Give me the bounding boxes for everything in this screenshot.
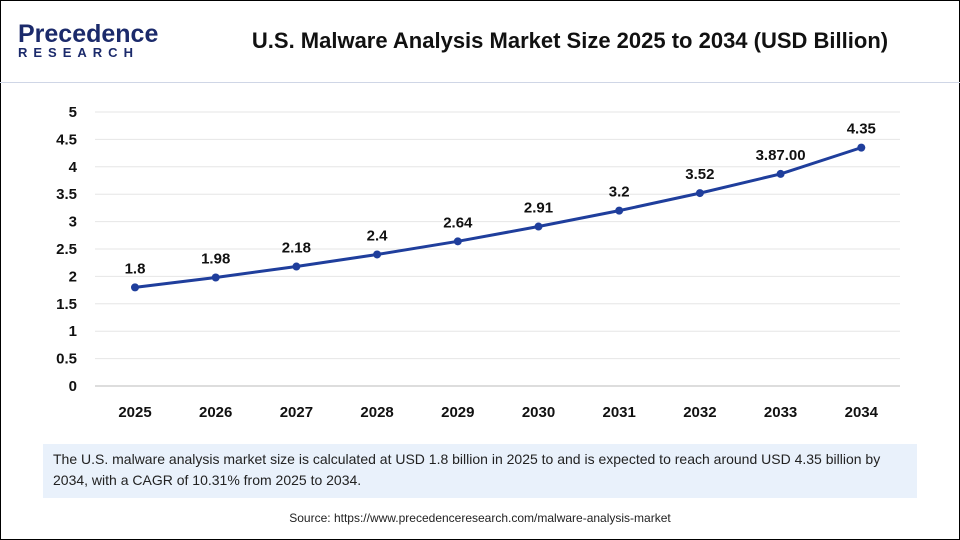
x-tick-label: 2029 <box>441 404 474 421</box>
data-point <box>857 143 866 152</box>
data-label: 3.87.00 <box>756 147 806 164</box>
data-point <box>292 262 301 271</box>
y-tick-label: 3.5 <box>56 186 77 203</box>
x-tick-label: 2031 <box>603 404 636 421</box>
x-tick-label: 2034 <box>845 404 879 421</box>
header: Precedence RESEARCH U.S. Malware Analysi… <box>0 0 960 83</box>
y-tick-label: 2.5 <box>56 241 77 258</box>
y-tick-label: 4 <box>69 159 78 176</box>
logo-line1: Precedence <box>18 20 159 48</box>
x-tick-label: 2030 <box>522 404 555 421</box>
data-label: 4.35 <box>847 121 876 138</box>
data-point <box>373 250 382 259</box>
data-label: 1.8 <box>125 260 146 277</box>
x-tick-label: 2032 <box>683 404 716 421</box>
y-tick-label: 0 <box>69 378 77 395</box>
data-point <box>695 189 704 198</box>
x-tick-label: 2026 <box>199 404 232 421</box>
x-tick-label: 2028 <box>360 404 393 421</box>
y-tick-label: 5 <box>69 104 77 121</box>
data-point <box>776 169 785 178</box>
x-tick-label: 2025 <box>118 404 151 421</box>
source: Source: https://www.precedenceresearch.c… <box>289 511 671 525</box>
y-tick-label: 2 <box>69 268 77 285</box>
x-tick-label: 2033 <box>764 404 797 421</box>
y-tick-label: 4.5 <box>56 131 77 148</box>
data-label: 2.91 <box>524 200 553 217</box>
data-label: 2.18 <box>282 240 311 257</box>
y-tick-label: 3 <box>69 214 77 231</box>
data-point <box>131 283 139 292</box>
data-label: 2.4 <box>367 227 389 244</box>
logo: Precedence RESEARCH <box>18 20 158 60</box>
y-tick-label: 1.5 <box>56 296 77 313</box>
chart-title: U.S. Malware Analysis Market Size 2025 t… <box>251 28 889 53</box>
series-line <box>134 146 862 289</box>
data-point <box>534 222 543 231</box>
y-tick-label: 0.5 <box>56 351 77 368</box>
data-point <box>615 206 624 215</box>
data-label: 1.98 <box>201 250 230 267</box>
x-tick-label: 2027 <box>280 404 313 421</box>
data-label: 3.52 <box>685 166 714 183</box>
data-label: 3.2 <box>609 184 630 201</box>
data-point <box>453 237 462 246</box>
data-label: 2.64 <box>443 214 473 231</box>
y-tick-label: 1 <box>69 323 77 340</box>
data-point <box>211 273 220 282</box>
logo-line2: RESEARCH <box>18 45 139 60</box>
description: The U.S. malware analysis market size is… <box>43 444 917 498</box>
